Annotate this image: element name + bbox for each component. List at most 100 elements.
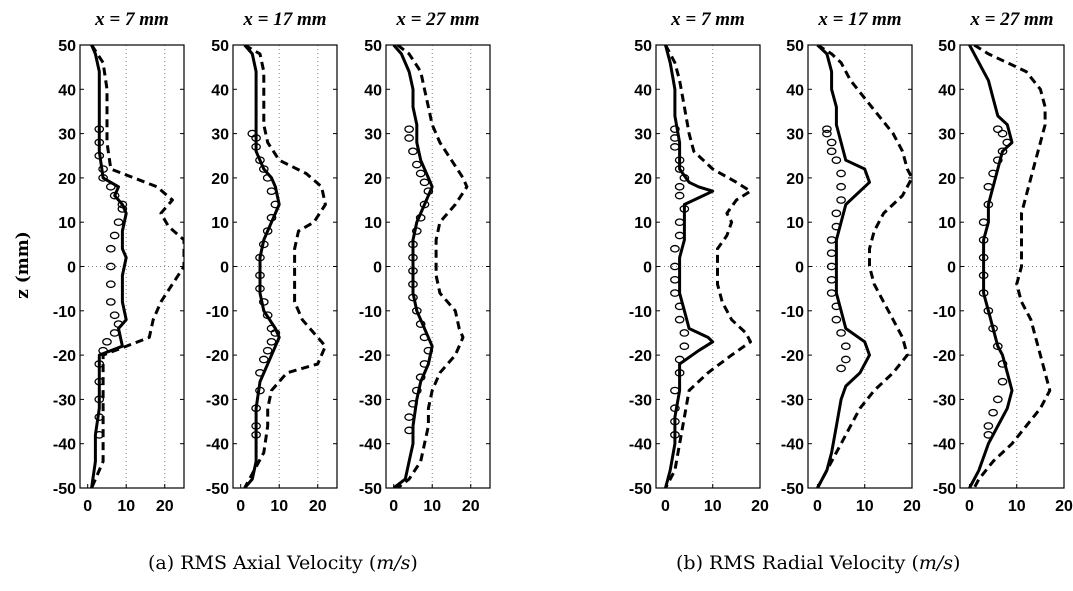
y-tick-label: 50 (364, 38, 382, 55)
data-point-circle (404, 426, 414, 435)
y-tick-label: 30 (364, 127, 382, 144)
data-point-circle (988, 324, 998, 333)
y-tick-label: 10 (364, 215, 382, 232)
y-tick-label: -40 (629, 437, 652, 454)
panel-b-2: -50 -40 -30 -20 -10 0 10 20 30 40 50 0 10 20 x = 17 mm (781, 9, 921, 515)
data-point-circle (988, 408, 998, 417)
series-group (392, 45, 469, 488)
data-point-circle (251, 430, 261, 439)
y-tick-label: -30 (629, 392, 652, 409)
data-point-circle (117, 200, 128, 209)
y-tick-label: 10 (786, 215, 804, 232)
y-tick-label: 0 (795, 260, 804, 277)
series-line-dashed (396, 45, 469, 488)
y-tick-label: 50 (58, 38, 76, 55)
y-tick-label: -20 (933, 348, 956, 365)
x-tick-label: 20 (1055, 498, 1073, 515)
data-point-circle (992, 342, 1003, 351)
data-point-circle (674, 355, 685, 364)
y-tick-label: -50 (781, 481, 804, 498)
series-group (664, 45, 752, 488)
y-tick-label: 0 (947, 260, 956, 277)
data-point-circle (258, 240, 269, 249)
data-point-circle (997, 360, 1008, 368)
data-point-circle (983, 430, 994, 439)
data-point-circle (831, 302, 842, 311)
data-point-circle (262, 227, 273, 235)
data-point-circle (978, 289, 989, 297)
data-point-circle (408, 399, 418, 408)
data-point-circle (840, 342, 851, 351)
series-line-dashed (243, 45, 327, 488)
caption-axial-suffix: ) (410, 552, 418, 574)
data-point-circle (258, 165, 269, 173)
y-tick-label: 50 (634, 38, 652, 55)
data-point-circle (674, 368, 685, 377)
data-point-circle (251, 143, 261, 151)
series-line-solid (816, 45, 871, 488)
data-point-circle (94, 138, 105, 147)
series-group (90, 45, 184, 488)
x-tick-label: 0 (813, 498, 822, 515)
series-line-dashed (90, 45, 184, 488)
y-tick-label: 40 (786, 82, 804, 99)
data-point-circle (94, 151, 105, 160)
panel-title: x = 7 mm (94, 9, 169, 30)
data-point-circle (674, 191, 685, 200)
panel-a-3: -50 -40 -30 -20 -10 0 10 20 30 40 50 0 10 20 x = 27 mm (359, 9, 491, 515)
y-tick-label: -30 (206, 392, 229, 409)
y-tick-label: -10 (53, 304, 76, 321)
y-tick-label: 30 (938, 127, 956, 144)
data-point-circle (670, 262, 680, 271)
data-point-circle (266, 187, 277, 196)
y-tick-label: 20 (786, 171, 804, 188)
caption-axial-unit: m/s (376, 552, 411, 574)
data-point-circle (978, 218, 989, 227)
data-point-circle (109, 311, 120, 320)
y-tick-label: -10 (359, 304, 382, 321)
data-point-circle (826, 138, 837, 147)
x-tick-label: 10 (270, 498, 288, 515)
caption-radial-suffix: ) (953, 552, 961, 574)
data-point-circle (674, 182, 685, 191)
y-tick-label: 40 (364, 82, 382, 99)
y-axis-label: z (mm) (13, 231, 33, 299)
data-point-circle (255, 156, 265, 165)
data-point-circle (836, 182, 846, 191)
data-point-circle (822, 129, 832, 138)
data-point-circle (255, 284, 265, 293)
data-point-circle (670, 125, 680, 134)
data-point-circle (94, 430, 105, 439)
data-point-circle (836, 169, 846, 178)
data-point-circle (251, 134, 261, 142)
y-tick-label: -40 (53, 437, 76, 454)
caption-axial-prefix: (a) RMS Axial Velocity ( (148, 552, 377, 574)
series-line-dashed (664, 45, 752, 488)
y-tick-label: 20 (364, 171, 382, 188)
x-tick-label: 20 (903, 498, 921, 515)
series-line-solid (243, 45, 281, 488)
data-point-circle (117, 205, 128, 213)
data-point-circle (988, 169, 998, 178)
y-tick-label: 30 (211, 127, 229, 144)
x-tick-label: 0 (661, 498, 670, 515)
data-point-circle (831, 315, 842, 324)
data-point-circle (258, 355, 269, 364)
y-tick-label: 30 (634, 127, 652, 144)
data-point-circle (404, 125, 414, 134)
series-line-solid (392, 45, 434, 488)
data-point-circle (983, 182, 994, 191)
data-point-circle (679, 342, 690, 351)
data-point-circle (408, 280, 418, 289)
panel-b-3: -50 -40 -30 -20 -10 0 10 20 30 40 50 0 10 20 x = 27 mm (933, 9, 1073, 515)
data-point-circle (262, 311, 273, 320)
panel-a-2: -50 -40 -30 -20 -10 0 10 20 30 40 50 0 10 20 x = 17 mm (206, 9, 338, 515)
y-tick-label: 40 (211, 82, 229, 99)
panel-b-1: -50 -40 -30 -20 -10 0 10 20 30 40 50 0 10 20 x = 7 mm (629, 9, 769, 515)
data-point-circle (679, 205, 690, 213)
data-point-circle (102, 337, 112, 346)
data-point-circle (992, 125, 1003, 134)
y-tick-label: -30 (359, 392, 382, 409)
data-point-circle (831, 209, 842, 218)
series-group (816, 45, 912, 488)
